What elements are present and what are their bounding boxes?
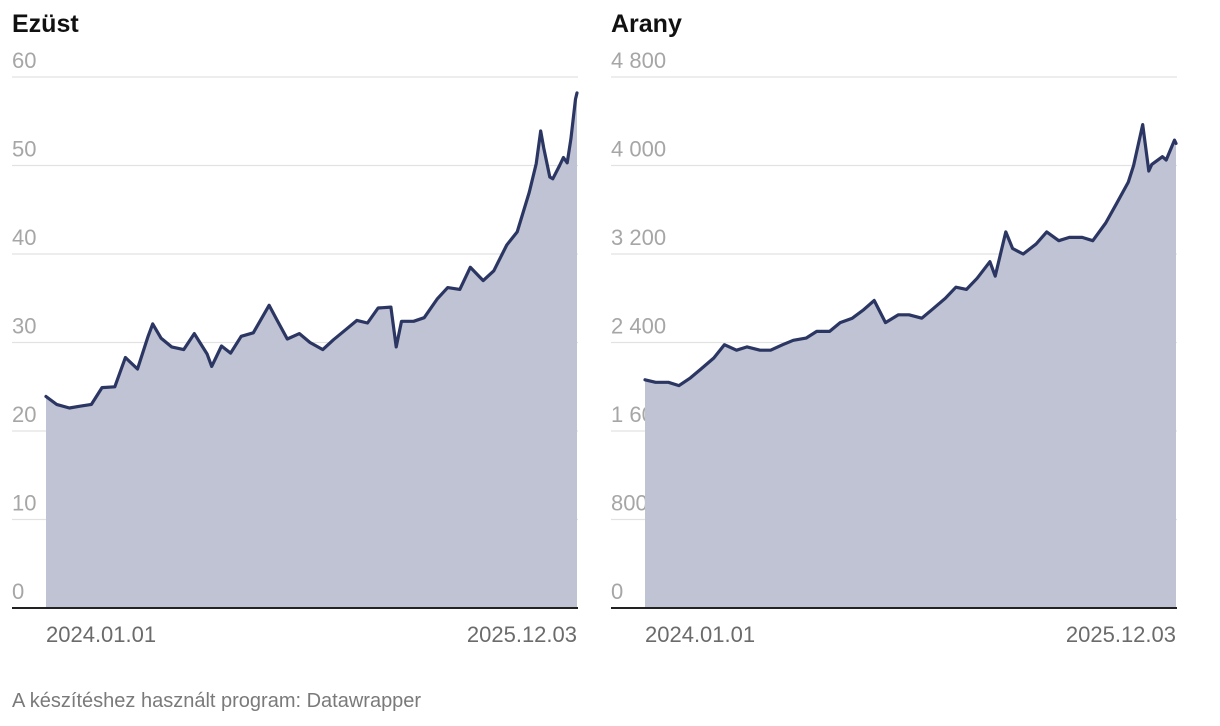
gold-y-tick-label: 3 200 bbox=[611, 225, 666, 250]
gold-y-tick-label: 800 bbox=[611, 491, 648, 516]
gold-y-tick-label: 4 000 bbox=[611, 137, 666, 162]
silver-y-tick-label: 10 bbox=[12, 491, 36, 516]
silver-series-line bbox=[44, 91, 579, 410]
silver-area bbox=[46, 92, 577, 608]
silver-chart-panel: Ezüst 0 10 20 30 40 50 60 2024.01.01 2025.12.03 bbox=[0, 0, 600, 660]
gold-x-tick-label: 2024.01.01 bbox=[645, 622, 755, 647]
silver-y-tick-label: 0 bbox=[12, 579, 24, 604]
silver-x-tick-label: 2025.12.03 bbox=[467, 622, 577, 647]
silver-y-tick-label: 40 bbox=[12, 225, 36, 250]
gold-chart-panel: Arany 0 800 1 600 2 400 3 200 4 000 4 800 2024.… bbox=[599, 0, 1199, 660]
silver-x-tick-label: 2024.01.01 bbox=[46, 622, 156, 647]
silver-y-tick-label: 50 bbox=[12, 137, 36, 162]
gold-chart-title: Arany bbox=[611, 10, 682, 38]
silver-chart-plot: 0 10 20 30 40 50 60 2024.01.01 2025.12.03 bbox=[12, 48, 579, 647]
gold-y-tick-label: 4 800 bbox=[611, 48, 666, 73]
gold-y-tick-label: 2 400 bbox=[611, 314, 666, 339]
credit-text: A készítéshez használt program: Datawrap… bbox=[12, 690, 422, 712]
gold-series-line bbox=[643, 123, 1178, 388]
silver-chart-title: Ezüst bbox=[12, 10, 79, 38]
gold-area bbox=[645, 124, 1176, 608]
gold-x-tick-label: 2025.12.03 bbox=[1066, 622, 1176, 647]
silver-y-tick-label: 30 bbox=[12, 314, 36, 339]
silver-y-tick-label: 20 bbox=[12, 402, 36, 427]
silver-y-tick-label: 60 bbox=[12, 48, 36, 73]
gold-y-tick-label: 0 bbox=[611, 579, 623, 604]
